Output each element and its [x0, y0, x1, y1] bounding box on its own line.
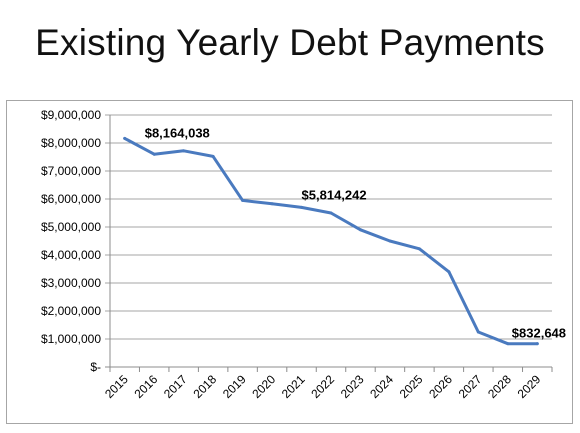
data-point: [152, 152, 156, 156]
data-labels: $8,164,038 $5,814,242 $832,648: [145, 125, 566, 340]
data-point: [417, 247, 421, 251]
x-axis-ticks: 2015 2016 2017 2018 2019 2020 2021 2022 2023 2024…: [102, 367, 553, 401]
data-point: [535, 342, 539, 346]
x-tick-label: 2023: [338, 372, 367, 401]
data-point: [300, 205, 304, 209]
y-tick-label: $9,000,000: [41, 108, 101, 122]
gridlines: [105, 114, 552, 368]
y-tick-label: $-: [90, 360, 101, 374]
data-point: [270, 202, 274, 206]
x-tick-label: 2017: [161, 372, 190, 401]
data-label: $8,164,038: [145, 125, 210, 140]
x-tick-label: 2021: [279, 372, 308, 401]
x-tick-label: 2026: [426, 372, 455, 401]
x-tick-label: 2024: [367, 372, 396, 401]
data-point: [476, 330, 480, 334]
y-tick-label: $5,000,000: [41, 220, 101, 234]
x-tick-label: 2029: [515, 372, 544, 401]
x-tick-label: 2019: [220, 372, 249, 401]
y-axis-ticks: $- $1,000,000 $2,000,000 $3,000,000 $4,000,0…: [41, 108, 101, 374]
series-line: [123, 136, 539, 346]
y-tick-label: $7,000,000: [41, 164, 101, 178]
data-point: [123, 136, 127, 140]
y-tick-label: $4,000,000: [41, 248, 101, 262]
x-tick-label: 2027: [456, 372, 485, 401]
data-label: $832,648: [512, 326, 566, 341]
data-point: [241, 198, 245, 202]
data-point: [447, 270, 451, 274]
y-tick-label: $3,000,000: [41, 276, 101, 290]
line-chart: $- $1,000,000 $2,000,000 $3,000,000 $4,000,0…: [41, 108, 566, 401]
page-title: Existing Yearly Debt Payments: [35, 22, 545, 63]
y-tick-label: $2,000,000: [41, 304, 101, 318]
data-point: [329, 211, 333, 215]
x-tick-label: 2016: [132, 372, 161, 401]
chart-frame: [6, 100, 573, 424]
series-layer: [123, 136, 539, 346]
y-tick-label: $6,000,000: [41, 192, 101, 206]
x-tick-label: 2018: [190, 372, 219, 401]
x-tick-label: 2028: [485, 372, 514, 401]
data-point: [506, 342, 510, 346]
data-point: [388, 239, 392, 243]
y-tick-label: $1,000,000: [41, 332, 101, 346]
data-point: [182, 149, 186, 153]
data-point: [358, 228, 362, 232]
y-tick-label: $8,000,000: [41, 136, 101, 150]
data-point: [211, 154, 215, 158]
x-tick-label: 2025: [397, 372, 426, 401]
x-tick-label: 2015: [102, 372, 131, 401]
x-tick-label: 2020: [249, 372, 278, 401]
x-tick-label: 2022: [308, 372, 337, 401]
data-label: $5,814,242: [302, 187, 367, 202]
